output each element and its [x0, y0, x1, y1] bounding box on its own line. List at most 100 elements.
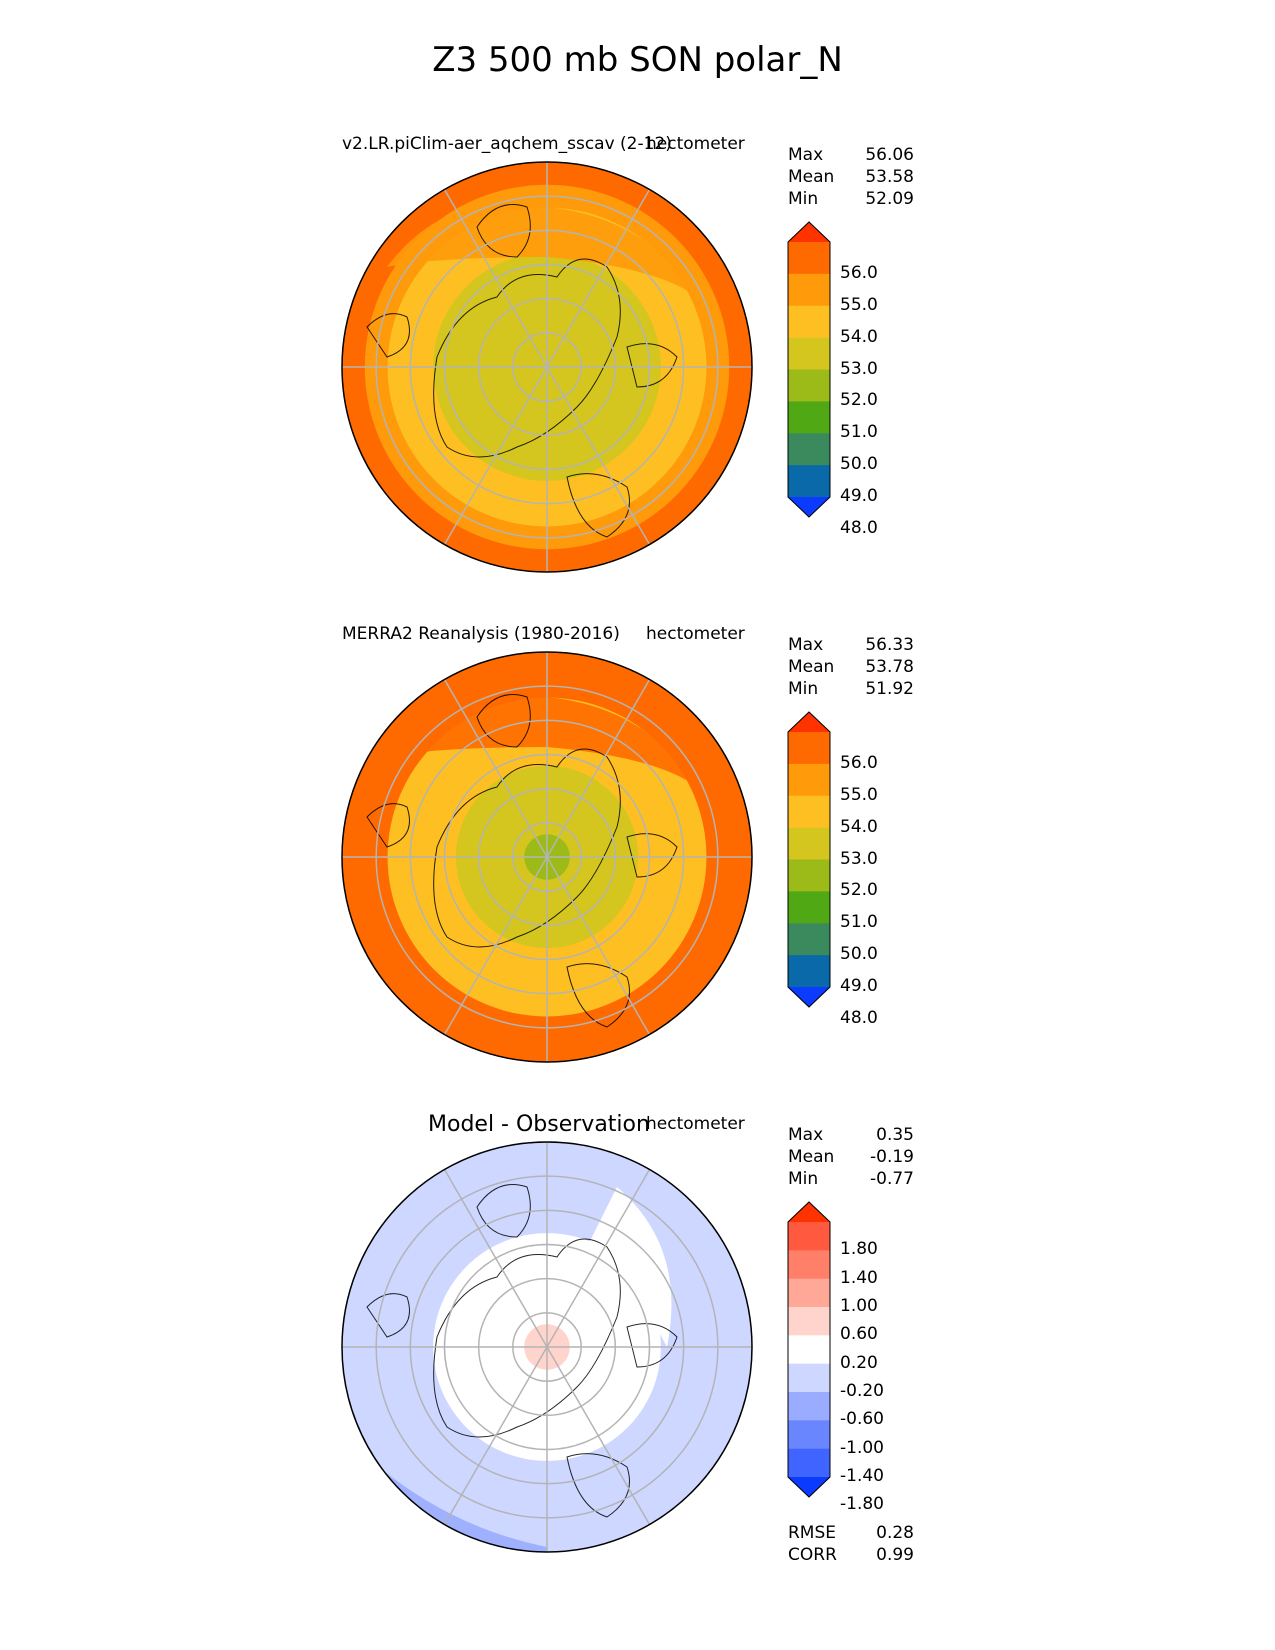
metric-label: RMSE: [788, 1523, 837, 1543]
colorbar-tick-label: 56.0: [840, 262, 878, 283]
stat-row: Mean 53.78: [788, 656, 914, 678]
colorbar-tick-label: 51.0: [840, 422, 878, 443]
stat-label: Min: [788, 679, 819, 699]
stat-row: Min 51.92: [788, 678, 914, 700]
metric-row: RMSE 0.28: [788, 1522, 914, 1544]
stat-row: Max 0.35: [788, 1124, 914, 1146]
coastline: [476, 694, 531, 748]
panel-units: hectometer: [646, 134, 745, 154]
panel-units: hectometer: [646, 624, 745, 644]
stat-value: -0.77: [870, 1169, 914, 1189]
stat-row: Min 52.09: [788, 188, 914, 210]
stat-value: 56.33: [865, 635, 914, 655]
colorbar-tick-label: -1.00: [840, 1437, 884, 1458]
colorbar-swatch: [788, 1448, 830, 1478]
colorbar-swatch: [788, 1222, 830, 1251]
stat-label: Max: [788, 635, 824, 655]
colorbar-swatch: [788, 795, 830, 829]
polar-map: [341, 651, 753, 1063]
coastline: [433, 748, 621, 948]
colorbar-tick-label: 50.0: [840, 454, 878, 475]
coastline: [476, 1184, 531, 1238]
colorbar-extend-min: [788, 1477, 830, 1497]
colorbar-swatch: [788, 732, 830, 765]
panel-units: hectometer: [646, 1114, 745, 1134]
stat-value: 51.92: [865, 679, 914, 699]
coastline: [566, 1453, 630, 1518]
stat-label: Mean: [788, 657, 835, 677]
colorbar-tick-label: 49.0: [840, 976, 878, 996]
meridian-line: [443, 856, 548, 1035]
panel-stats: Max 0.35 Mean -0.19 Min -0.77: [788, 1124, 914, 1190]
panel-title: v2.LR.piClim-aer_aqchem_sscav (2-12): [342, 134, 672, 154]
meridian-line: [443, 1346, 548, 1525]
meridian-line: [546, 366, 651, 545]
stat-value: 52.09: [865, 189, 914, 209]
meridian-line: [443, 189, 548, 368]
meridian-line: [546, 189, 651, 368]
colorbar-swatch: [788, 1250, 830, 1280]
colorbar-swatch: [788, 305, 830, 339]
panel-metrics: RMSE 0.28 CORR 0.99: [788, 1522, 914, 1566]
coastline: [476, 204, 531, 258]
stat-row: Mean -0.19: [788, 1146, 914, 1168]
colorbar-tick-label: 48.0: [840, 517, 878, 538]
colorbar-tick-label: 51.0: [840, 912, 878, 933]
meridian-line: [546, 1346, 651, 1525]
metric-value: 0.28: [876, 1523, 914, 1543]
coastline: [366, 1293, 410, 1338]
metric-row: CORR 0.99: [788, 1544, 914, 1566]
colorbar-swatch: [788, 465, 830, 498]
figure-title: Z3 500 mb SON polar_N: [432, 40, 843, 80]
stat-label: Min: [788, 1169, 819, 1189]
colorbar-tick-label: 50.0: [840, 944, 878, 965]
colorbar-tick-label: 52.0: [840, 880, 878, 901]
coastline: [566, 963, 630, 1028]
colorbar: [787, 221, 831, 518]
colorbar-tick-label: 49.0: [840, 486, 878, 506]
colorbar-swatch: [788, 891, 830, 924]
colorbar-extend-max: [788, 1202, 830, 1222]
polar-map: [341, 1141, 753, 1553]
colorbar-tick-label: 1.80: [840, 1239, 878, 1260]
map-boundary: [341, 1141, 753, 1553]
colorbar-extend-max: [788, 712, 830, 732]
colorbar-swatch: [788, 1307, 830, 1336]
colorbar-swatch: [788, 401, 830, 434]
colorbar-tick-label: 55.0: [840, 784, 878, 805]
colorbar-swatch: [788, 955, 830, 988]
colorbar-tick-label: 53.0: [840, 358, 878, 379]
colorbar-swatch: [788, 1278, 830, 1308]
colorbar-tick-label: -1.40: [840, 1466, 884, 1486]
stat-row: Mean 53.58: [788, 166, 914, 188]
panel-title: Model - Observation: [428, 1112, 650, 1137]
colorbar-swatch: [788, 273, 830, 307]
colorbar-swatch: [788, 1420, 830, 1450]
colorbar-swatch: [788, 1392, 830, 1421]
meridian-line: [546, 856, 651, 1035]
stat-value: 53.78: [865, 657, 914, 677]
colorbar-tick-label: -0.60: [840, 1409, 884, 1430]
coastline: [566, 473, 630, 538]
meridian-line: [546, 1169, 651, 1348]
colorbar: [787, 711, 831, 1008]
colorbar-tick-label: 0.20: [840, 1352, 878, 1373]
colorbar-tick-label: -1.80: [840, 1494, 884, 1515]
metric-label: CORR: [788, 1545, 837, 1565]
colorbar-swatch: [788, 337, 830, 370]
colorbar-swatch: [788, 827, 830, 860]
stat-value: 0.35: [876, 1125, 914, 1145]
colorbar-extend-min: [788, 987, 830, 1007]
metric-value: 0.99: [876, 1545, 914, 1565]
colorbar-tick-label: -0.20: [840, 1381, 884, 1401]
meridian-line: [546, 679, 651, 858]
panel-title: MERRA2 Reanalysis (1980-2016): [342, 624, 620, 644]
stat-label: Max: [788, 1125, 824, 1145]
colorbar-tick-label: 54.0: [840, 816, 878, 837]
colorbar-tick-label: 0.60: [840, 1324, 878, 1345]
stat-value: 56.06: [865, 145, 914, 165]
map-boundary: [341, 161, 753, 573]
colorbar-tick-label: 1.40: [840, 1267, 878, 1288]
colorbar-swatch: [788, 923, 830, 956]
colorbar-swatch: [788, 763, 830, 797]
